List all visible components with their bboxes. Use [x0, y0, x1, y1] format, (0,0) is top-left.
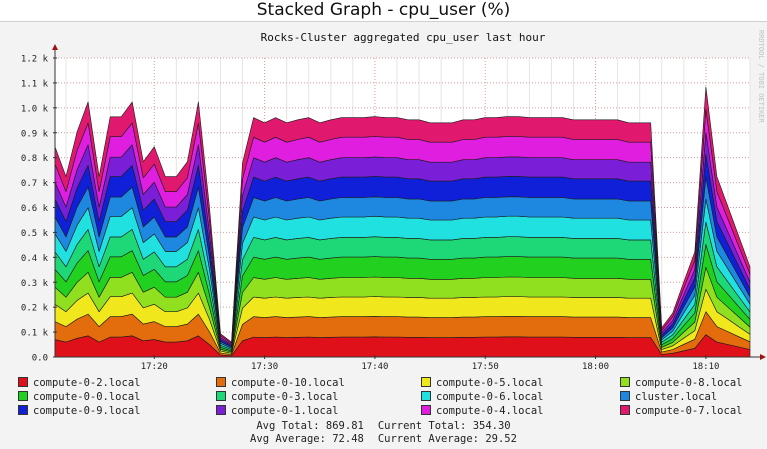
- current-average-value: 29.52: [485, 433, 517, 445]
- rrdtool-watermark: RRDTOOL / TOBI OETIKER: [757, 30, 765, 123]
- current-total-value: 354.30: [472, 420, 511, 432]
- x-tick-label: 17:50: [472, 362, 499, 372]
- legend-item: compute-0-10.local: [216, 377, 345, 390]
- legend-label: compute-0-6.local: [436, 391, 544, 403]
- y-tick-label: 0.2 k: [21, 304, 49, 314]
- legend-label: compute-0-4.local: [436, 405, 544, 417]
- y-tick-label: 0.3 k: [21, 279, 49, 289]
- legend-swatch: [18, 391, 28, 401]
- legend-item: compute-0-7.local: [620, 405, 742, 418]
- y-tick-label: 0.6 k: [21, 204, 49, 214]
- current-total-label: Current Total:: [377, 420, 467, 432]
- x-tick-label: 17:30: [251, 362, 278, 372]
- x-tick-label: 18:00: [582, 362, 609, 372]
- legend-swatch: [216, 377, 226, 387]
- chart-title: Rocks-Cluster aggregated cpu_user last h…: [261, 31, 546, 44]
- legend-label: compute-0-10.local: [231, 377, 345, 389]
- legend-item: compute-0-3.local: [216, 391, 338, 404]
- legend-label: compute-0-8.local: [635, 377, 743, 389]
- legend-swatch: [216, 405, 226, 415]
- x-tick-label: 17:20: [141, 362, 168, 372]
- legend-swatch: [216, 391, 226, 401]
- legend-item: compute-0-6.local: [421, 391, 543, 404]
- legend-swatch: [18, 377, 28, 387]
- avg-average-value: 72.48: [332, 433, 364, 445]
- legend-item: compute-0-5.local: [421, 377, 543, 390]
- stats-row-totals: Avg Total: 869.81 Current Total: 354.30: [0, 420, 767, 433]
- legend-swatch: [421, 377, 431, 387]
- legend-label: compute-0-7.local: [635, 405, 743, 417]
- y-tick-label: 0.8 k: [21, 154, 49, 164]
- legend-item: compute-0-1.local: [216, 405, 338, 418]
- legend-label: cluster.local: [635, 391, 718, 403]
- stacked-area-chart: Rocks-Cluster aggregated cpu_user last h…: [21, 31, 766, 372]
- legend-item: compute-0-9.local: [18, 405, 140, 418]
- legend-item: compute-0-4.local: [421, 405, 543, 418]
- y-tick-label: 0.7 k: [21, 179, 49, 189]
- y-tick-label: 1.2 k: [21, 55, 49, 65]
- legend-item: compute-0-8.local: [620, 377, 742, 390]
- y-tick-label: 0.5 k: [21, 229, 49, 239]
- y-tick-label: 0.0: [32, 354, 48, 364]
- legend-label: compute-0-0.local: [33, 391, 141, 403]
- rrd-graph-panel: Rocks-Cluster aggregated cpu_user last h…: [0, 21, 767, 449]
- legend-label: compute-0-9.local: [33, 405, 141, 417]
- page-title: Stacked Graph - cpu_user (%): [256, 0, 511, 20]
- legend-swatch: [620, 391, 630, 401]
- legend-swatch: [421, 391, 431, 401]
- legend-label: compute-0-2.local: [33, 377, 141, 389]
- avg-average-label: Avg Average:: [250, 433, 326, 445]
- stats-row-averages: Avg Average: 72.48 Current Average: 29.52: [0, 433, 767, 446]
- current-average-label: Current Average:: [377, 433, 479, 445]
- axes: 0.0 0.1 k 0.2 k 0.3 k 0.4 k 0.5 k 0.6 k 0.7 k 0.…: [21, 44, 766, 372]
- x-axis-arrow: [760, 354, 766, 360]
- area-compute-0-7-local: [54, 86, 751, 344]
- y-tick-label: 0.9 k: [21, 129, 49, 139]
- y-tick-label: 0.1 k: [21, 329, 49, 339]
- legend-item: compute-0-0.local: [18, 391, 140, 404]
- stacked-areas: [54, 86, 751, 358]
- y-tick-label: 1.1 k: [21, 79, 49, 89]
- legend-label: compute-0-5.local: [436, 377, 544, 389]
- legend-swatch: [620, 377, 630, 387]
- legend-label: compute-0-1.local: [231, 405, 339, 417]
- y-tick-label: 0.4 k: [21, 254, 49, 264]
- y-axis-arrow: [52, 44, 58, 50]
- y-tick-label: 1.0 k: [21, 104, 49, 114]
- legend-swatch: [421, 405, 431, 415]
- legend-item: cluster.local: [620, 391, 717, 404]
- avg-total-value: 869.81: [325, 420, 364, 432]
- legend-swatch: [18, 405, 28, 415]
- legend-item: compute-0-2.local: [18, 377, 140, 390]
- avg-total-label: Avg Total:: [256, 420, 320, 432]
- x-tick-label: 18:10: [692, 362, 719, 372]
- legend-label: compute-0-3.local: [231, 391, 339, 403]
- x-tick-label: 17:40: [361, 362, 388, 372]
- legend-swatch: [620, 405, 630, 415]
